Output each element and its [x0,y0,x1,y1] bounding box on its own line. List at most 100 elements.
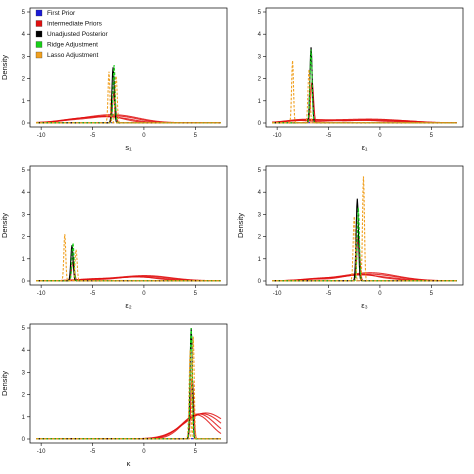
plot-frame [29,165,228,286]
x-tick-label: 5 [194,291,198,297]
x-axis-label: ε₃ [361,301,367,310]
series-unadjusted-posterior [36,245,221,282]
legend-swatch [35,41,43,48]
panel-3: -10 -5 0 5 0 1 2 3 4 5 Density ε₂ [0,165,228,310]
y-tick-label: 4 [258,190,262,196]
series-unadjusted-posterior [272,47,457,124]
y-tick-label: 1 [22,415,26,421]
y-tick-label: 5 [258,10,262,16]
y-tick-label: 5 [258,168,262,174]
x-tick-label: -10 [273,133,282,139]
y-tick-label: 1 [258,99,262,105]
series-intermediate-prior [271,118,457,124]
series-intermediate-prior [36,275,222,282]
x-tick-label: 0 [142,291,146,297]
x-tick-label: -10 [37,291,46,297]
panel-4: -10 -5 0 5 0 1 2 3 4 5 Density ε₃ [236,165,464,310]
y-tick-label: 2 [22,393,26,399]
x-tick-label: 0 [142,449,146,455]
y-tick-label: 3 [22,370,26,376]
x-axis-label: s₁ [125,143,132,152]
y-tick-label: 3 [22,212,26,218]
series-lasso-adjustment [272,176,457,282]
x-tick-label: -5 [326,291,332,297]
series-ridge-adjustment [36,65,221,124]
series-unadjusted-posterior [36,67,221,124]
y-tick-label: 0 [258,279,262,285]
y-tick-label: 4 [258,32,262,38]
legend-label: First Prior [47,10,76,17]
x-tick-label: 5 [430,291,434,297]
legend-label: Unadjusted Posterior [47,31,109,38]
x-tick-label: 0 [378,291,382,297]
panel-2: -10 -5 0 5 0 1 2 3 4 5 ε₁ [258,7,464,152]
series-lasso-adjustment-secondary [272,69,457,124]
y-tick-label: 5 [22,168,26,174]
x-tick-label: -10 [37,133,46,139]
y-tick-label: 4 [22,32,26,38]
y-tick-label: 0 [22,121,26,127]
x-tick-label: -5 [90,449,96,455]
x-tick-label: 5 [194,133,198,139]
series-lasso-adjustment-secondary [36,249,221,282]
legend-swatch [35,20,43,27]
series-unadjusted-posterior [272,198,457,282]
legend-label: Ridge Adjustment [47,42,98,49]
x-tick-label: -10 [273,291,282,297]
y-tick-label: 2 [22,235,26,241]
x-axis-label: ε₂ [125,301,131,310]
x-tick-label: 0 [142,133,146,139]
y-tick-label: 4 [22,348,26,354]
x-tick-label: 5 [430,133,434,139]
x-tick-label: -10 [37,449,46,455]
x-tick-label: -5 [90,133,96,139]
series-lasso-adjustment-secondary [36,349,221,440]
series-lasso-adjustment [36,234,221,282]
y-tick-label: 2 [258,77,262,83]
legend-swatch [35,30,43,38]
series-lasso-adjustment-secondary [36,76,221,124]
plot-frame [29,323,228,444]
series-intermediate-prior [271,272,457,282]
y-tick-label: 5 [22,326,26,332]
series-lasso-adjustment [36,71,221,124]
y-tick-label: 5 [22,10,26,16]
y-tick-label: 2 [22,77,26,83]
y-tick-label: 0 [22,279,26,285]
legend-label: Lasso Adjustment [47,52,99,59]
x-tick-label: -5 [326,133,332,139]
y-axis-label: Density [0,371,9,396]
y-tick-label: 0 [258,121,262,127]
y-tick-label: 2 [258,235,262,241]
y-tick-label: 0 [22,437,26,443]
x-axis-label: κ [127,459,131,468]
plot-frame [265,165,464,286]
series-intermediate-prior-peak [272,81,457,124]
y-axis-label: Density [0,55,9,80]
series-ridge-adjustment [272,49,457,124]
y-axis-label: Density [0,213,9,238]
legend-swatch [35,51,43,59]
panel-5: -10 -5 0 5 0 1 2 3 4 5 Density κ [0,323,228,468]
y-tick-label: 3 [258,54,262,60]
legend-swatch [35,9,43,17]
y-tick-label: 1 [258,257,262,263]
legend: First Prior Intermediate Priors Unadjusted… [35,9,109,59]
panel-1: -10 -5 0 5 0 1 2 3 4 5 Density s₁ [0,7,228,152]
x-tick-label: 5 [194,449,198,455]
plot-frame [29,7,228,128]
x-tick-label: -5 [90,291,96,297]
x-axis-label: ε₁ [362,143,368,152]
series-lasso-adjustment-secondary [272,216,457,282]
y-axis-label: Density [236,213,245,238]
y-tick-label: 3 [258,212,262,218]
y-tick-label: 3 [22,54,26,60]
y-tick-label: 4 [22,190,26,196]
series-lasso-adjustment [272,60,457,124]
legend-label: Intermediate Priors [47,21,103,28]
plot-frame [265,7,464,128]
y-tick-label: 1 [22,257,26,263]
x-tick-label: 0 [378,133,382,139]
y-tick-label: 1 [22,99,26,105]
